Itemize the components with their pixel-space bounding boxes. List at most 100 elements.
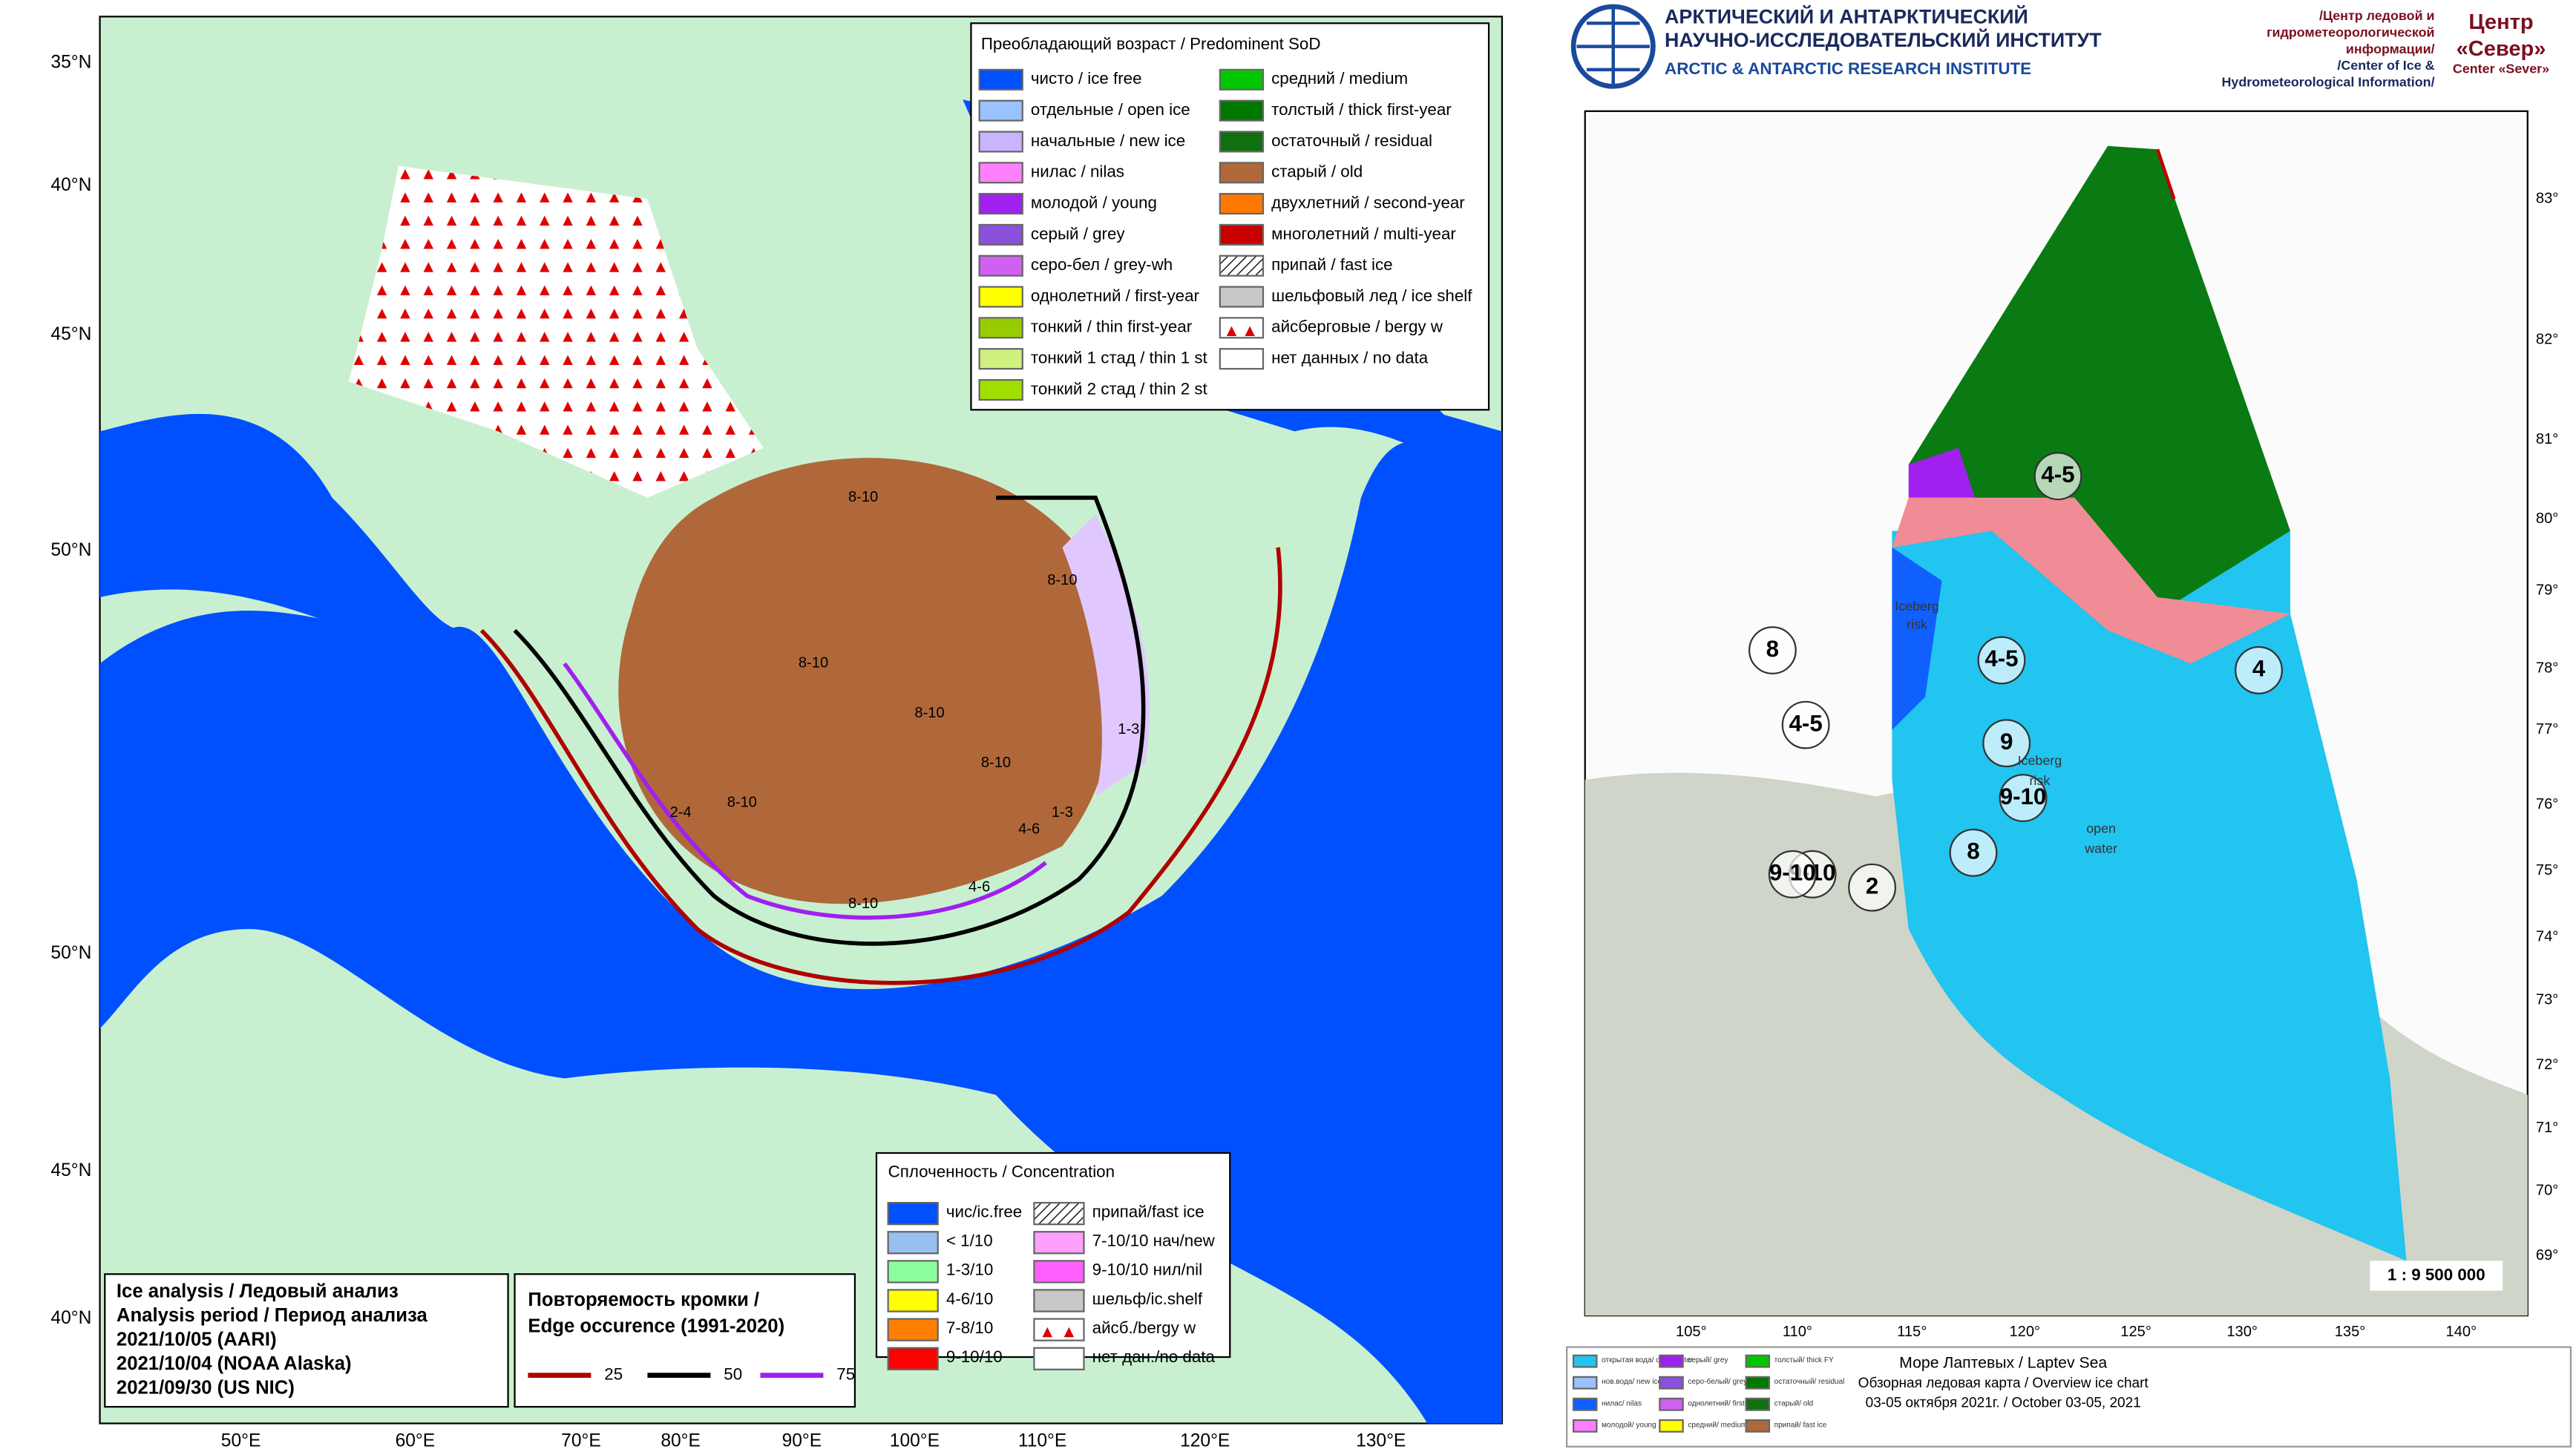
lon-label: 100°E: [890, 1431, 940, 1448]
lat-label: 69°: [2536, 1247, 2558, 1264]
map-label: 2: [1866, 873, 1878, 899]
legend-title: Сплоченность / Concentration: [888, 1163, 1115, 1181]
lat-label: 35°N: [50, 52, 91, 72]
sever-name: Центр: [2468, 10, 2533, 34]
legend-label: старый/ old: [1774, 1399, 1814, 1407]
org-name: АРКТИЧЕСКИЙ И АНТАРКТИЧЕСКИЙ: [1665, 5, 2028, 28]
org-name: ARCTIC & ANTARCTIC RESEARCH INSTITUTE: [1665, 59, 2031, 78]
egg-code: [1977, 636, 2026, 685]
berg-symbol: [1245, 326, 1255, 337]
lat-label: 79°: [2536, 582, 2558, 598]
map-label: risk: [2029, 773, 2050, 788]
legend-label: тонкий 1 стад / thin 1 st: [1031, 349, 1208, 367]
center-name: информации/: [2346, 42, 2435, 56]
right-header-logo: [1570, 4, 1656, 89]
org-name: НАУЧНО-ИССЛЕДОВАТЕЛЬСКИЙ ИНСТИТУТ: [1665, 28, 2102, 51]
legend-label: серо-бел / grey-wh: [1031, 255, 1173, 274]
legend-label: начальные / new ice: [1031, 131, 1185, 150]
analysis-line: 2021/09/30 (US NIC): [117, 1377, 295, 1398]
lat-label: 75°: [2536, 862, 2558, 878]
swatch: [1572, 1397, 1598, 1411]
ice-code: 8-10: [981, 755, 1011, 771]
analysis-line: Ice analysis / Ледовый анализ: [117, 1281, 399, 1302]
map-label: 4: [2252, 656, 2266, 682]
egg-code: [1848, 863, 1896, 912]
scale: 1 : 9 500 000: [2387, 1265, 2485, 1284]
lat-label: 80°: [2536, 510, 2558, 527]
map-label: water: [2084, 841, 2117, 856]
egg-code: [1748, 626, 1797, 674]
egg-code: [2235, 645, 2283, 694]
legend-label: припай/ fast ice: [1774, 1421, 1827, 1429]
legend-label: шельфовый лед / ice shelf: [1271, 286, 1472, 305]
legend-label: серый / grey: [1031, 224, 1125, 243]
swatch: [1219, 286, 1265, 308]
map-label: Iceberg: [2018, 753, 2062, 768]
swatch: [887, 1201, 939, 1226]
legend-label: припай / fast ice: [1271, 255, 1392, 274]
egg-code: [1768, 850, 1817, 899]
map-label: 9-10: [1769, 860, 1816, 886]
sever-name: «Север»: [2457, 37, 2546, 61]
legend-label: шельф/ic.shelf: [1092, 1290, 1203, 1308]
legend-label: 4-6/10: [946, 1290, 993, 1308]
lat-label: 83°: [2536, 191, 2558, 207]
ice-code: 8-10: [727, 795, 757, 811]
legend-label: айсб./bergy w: [1092, 1318, 1196, 1337]
legend-label: молодой / young: [1031, 193, 1157, 211]
legend-label: 9-10/10: [946, 1347, 1003, 1366]
lat-label: 70°: [2536, 1183, 2558, 1199]
legend-title: Преобладающий возраст / Predominent SoD: [981, 34, 1321, 53]
analysis-line: Analysis period / Период анализа: [117, 1305, 428, 1326]
legend-label: двухлетний / second-year: [1271, 193, 1465, 211]
map-label: Iceberg: [1895, 599, 1939, 614]
lon-label: 110°: [1783, 1324, 1812, 1340]
legend-label: толстый/ thick FY: [1774, 1356, 1834, 1364]
sever-name: Center «Sever»: [2453, 62, 2549, 76]
legend-label: тонкий / thin first-year: [1031, 318, 1193, 336]
lon-label: 120°: [2009, 1324, 2040, 1340]
swatch: [887, 1289, 939, 1313]
legend-label: остаточный/ residual: [1774, 1378, 1845, 1386]
lat-label: 45°N: [50, 324, 91, 344]
map-label: risk: [1907, 617, 1927, 632]
lat-label: 40°N: [50, 1308, 91, 1328]
legend-label: нилас / nilas: [1031, 162, 1124, 181]
legend-label: 25: [604, 1365, 623, 1384]
map-label: 4-5: [2041, 461, 2074, 487]
map-label: 8: [1967, 838, 1979, 864]
swatch: [1219, 254, 1265, 277]
ice-code: 1-3: [1052, 804, 1073, 821]
swatch: [1033, 1260, 1085, 1284]
swatch: [1033, 1201, 1085, 1226]
swatch: [1219, 99, 1265, 122]
lon-label: 105°: [1676, 1324, 1707, 1340]
swatch: [978, 131, 1023, 153]
swatch: [978, 99, 1023, 122]
swatch: [1033, 1347, 1085, 1370]
center-name: /Center of Ice &: [2337, 58, 2434, 73]
swatch: [1219, 348, 1265, 370]
map-label: open: [2086, 821, 2116, 836]
swatch: [978, 286, 1023, 308]
swatch: [1219, 223, 1265, 246]
swatch: [978, 68, 1023, 91]
map-label: 8: [1766, 636, 1779, 662]
legend-title: Повторяемость кромки /: [528, 1290, 759, 1310]
swatch: [978, 162, 1023, 184]
lat-label: 77°: [2536, 721, 2558, 738]
swatch: [978, 317, 1023, 339]
swatch: [1659, 1354, 1684, 1368]
legend-label: < 1/10: [946, 1232, 993, 1250]
lon-label: 140°: [2446, 1324, 2477, 1340]
legend-label: чис/ic.free: [946, 1202, 1022, 1221]
analysis-line: 2021/10/04 (NOAA Alaska): [117, 1353, 352, 1374]
chart-title: Обзорная ледовая карта / Overview ice ch…: [1858, 1376, 2149, 1391]
lon-label: 115°: [1897, 1324, 1927, 1340]
egg-code: [1982, 719, 2031, 768]
lat-label: 45°N: [50, 1160, 91, 1180]
lat-label: 81°: [2536, 431, 2558, 447]
legend-label: серый/ grey: [1688, 1356, 1728, 1364]
egg-code: [2033, 452, 2082, 501]
